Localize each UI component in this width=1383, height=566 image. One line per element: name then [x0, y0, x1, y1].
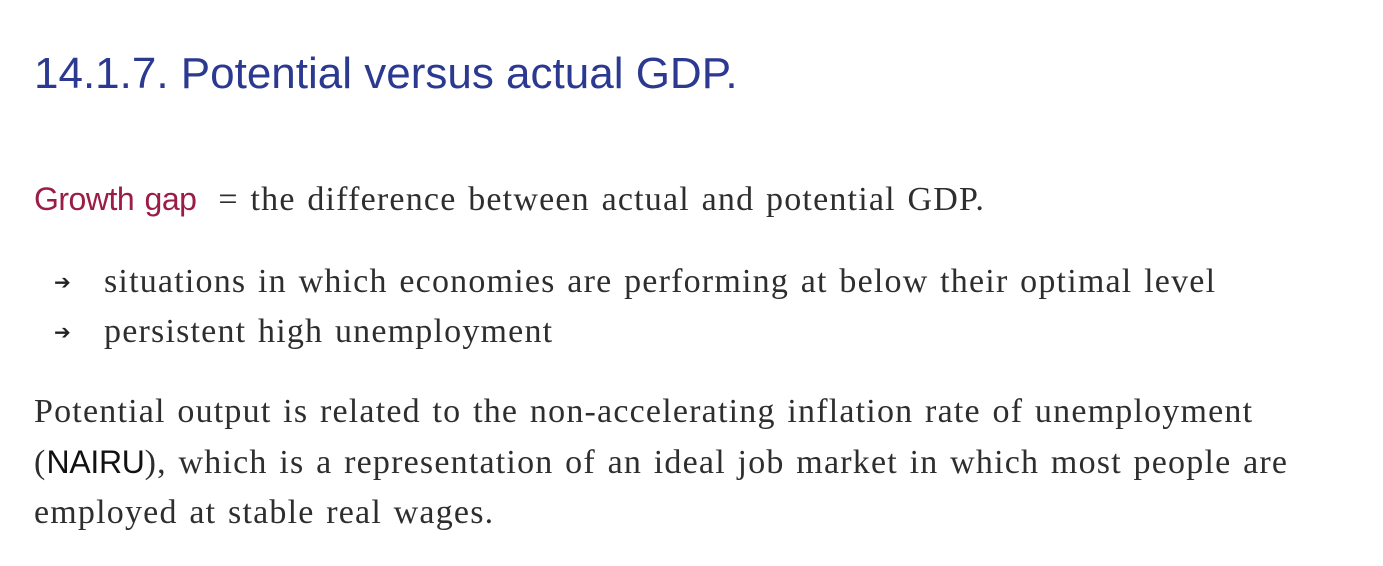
paragraph-text-before: Potential output is related to the non-a…: [34, 393, 1254, 481]
paragraph-text-after: ), which is a representation of an ideal…: [34, 444, 1289, 531]
consequence-list: ➔ situations in which economies are perf…: [54, 257, 1216, 357]
right-arrow-icon: ➔: [54, 270, 71, 294]
nairu-paragraph: Potential output is related to the non-a…: [34, 387, 1364, 538]
nairu-acronym: NAIRU: [46, 444, 145, 480]
list-item-text: persistent high unemployment: [104, 313, 554, 350]
growth-gap-definition: Growth gap = the difference between actua…: [34, 176, 985, 223]
list-item: ➔ persistent high unemployment: [54, 307, 1216, 357]
list-item-text: situations in which economies are perfor…: [104, 263, 1217, 300]
definition-term: Growth gap: [34, 181, 197, 217]
list-item: ➔ situations in which economies are perf…: [54, 257, 1216, 307]
slide-title: 14.1.7. Potential versus actual GDP.: [34, 49, 738, 98]
right-arrow-icon: ➔: [54, 320, 71, 344]
definition-text: = the difference between actual and pote…: [218, 181, 986, 218]
